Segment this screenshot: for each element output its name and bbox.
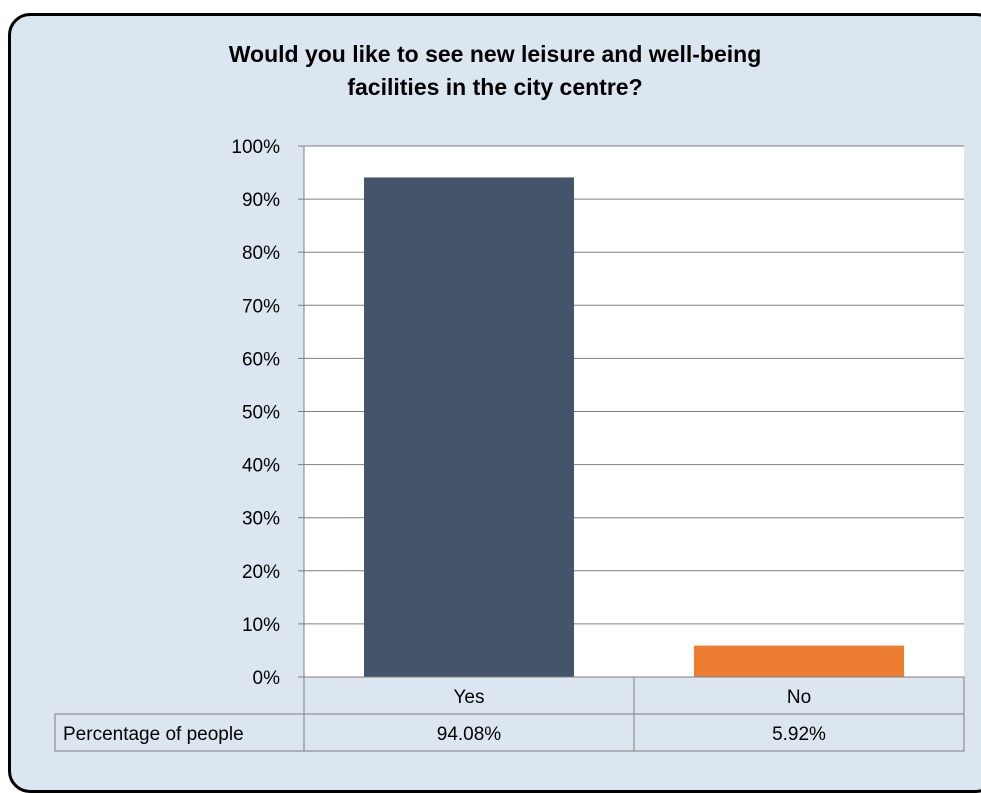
y-tick-label: 80% [242, 243, 280, 264]
bar-no [694, 645, 904, 677]
bar-yes [364, 177, 574, 678]
y-tick-label: 70% [242, 296, 280, 317]
table-value-cell [633, 713, 965, 752]
bars [364, 177, 904, 678]
chart-title-line-2: facilities in the city centre? [347, 74, 643, 100]
data-table-value: 5.92% [772, 724, 826, 745]
y-tick-label: 30% [242, 509, 280, 530]
y-axis-ticks: 0% 10% 20% 30% 40% 50% 60% 70% 80% 90% 100% [231, 137, 305, 689]
data-table-value: 94.08% [437, 724, 502, 745]
y-tick-label: 0% [253, 668, 281, 689]
data-table: Yes 94.08% No 5.92% Percentage of people [54, 676, 965, 752]
bar-chart: 0% 10% 20% 30% 40% 50% 60% 70% 80% 90% 100% Yes 94.… [54, 137, 965, 752]
y-tick-label: 40% [242, 456, 280, 477]
chart-title: Would you like to see new leisure and we… [0, 38, 981, 104]
data-table-series-name: Percentage of people [63, 724, 244, 745]
x-category-label: Yes [454, 687, 485, 708]
chart-title-line-1: Would you like to see new leisure and we… [228, 41, 762, 67]
y-tick-label: 10% [242, 615, 280, 636]
y-tick-label: 20% [242, 562, 280, 583]
x-category-label: No [787, 687, 811, 708]
y-tick-label: 50% [242, 403, 280, 424]
y-tick-label: 60% [242, 349, 280, 370]
y-tick-label: 100% [231, 137, 280, 158]
y-tick-label: 90% [242, 190, 280, 211]
